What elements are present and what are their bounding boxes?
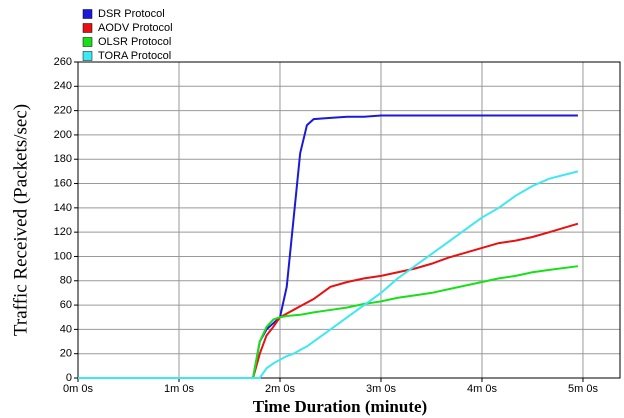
- x-axis-label: Time Duration (minute): [253, 397, 427, 416]
- x-tick-label: 3m 0s: [366, 383, 396, 395]
- legend-swatch: [82, 23, 93, 33]
- y-tick-label: 40: [60, 323, 72, 335]
- y-tick-label: 0: [66, 372, 72, 384]
- plot-area: [77, 61, 621, 379]
- x-tick-label: 2m 0s: [265, 383, 295, 395]
- y-tick-label: 20: [60, 348, 72, 360]
- legend-label: AODV Protocol: [98, 22, 173, 34]
- legend-label: TORA Protocol: [98, 50, 171, 62]
- series-line: [78, 265, 579, 379]
- y-tick-label: 100: [54, 250, 72, 262]
- y-tick-label: 180: [54, 153, 72, 165]
- legend-swatch: [82, 51, 93, 61]
- y-tick-label: 80: [60, 275, 72, 287]
- series-line: [78, 114, 578, 379]
- x-tick-label: 5m 0s: [568, 383, 598, 395]
- legend-swatch: [82, 9, 93, 19]
- y-tick-label: 140: [54, 202, 72, 214]
- x-tick-label: 1m 0s: [164, 383, 194, 395]
- y-tick-label: 220: [54, 105, 72, 117]
- x-tick-label: 4m 0s: [467, 383, 497, 395]
- series-line: [78, 222, 579, 379]
- plot-border: [77, 61, 621, 379]
- legend-label: OLSR Protocol: [98, 36, 171, 48]
- series-line: [78, 170, 579, 379]
- legend-swatch: [82, 37, 93, 47]
- y-tick-label: 60: [60, 299, 72, 311]
- y-tick-label: 240: [54, 80, 72, 92]
- legend-label: DSR Protocol: [98, 8, 165, 20]
- y-tick-label: 160: [54, 177, 72, 189]
- y-tick-label: 200: [54, 129, 72, 141]
- y-tick-label: 120: [54, 226, 72, 238]
- y-axis-label: Traffic Received (Packets/sec): [10, 104, 31, 336]
- y-tick-label: 260: [54, 56, 72, 68]
- x-tick-label: 0m 0s: [63, 383, 93, 395]
